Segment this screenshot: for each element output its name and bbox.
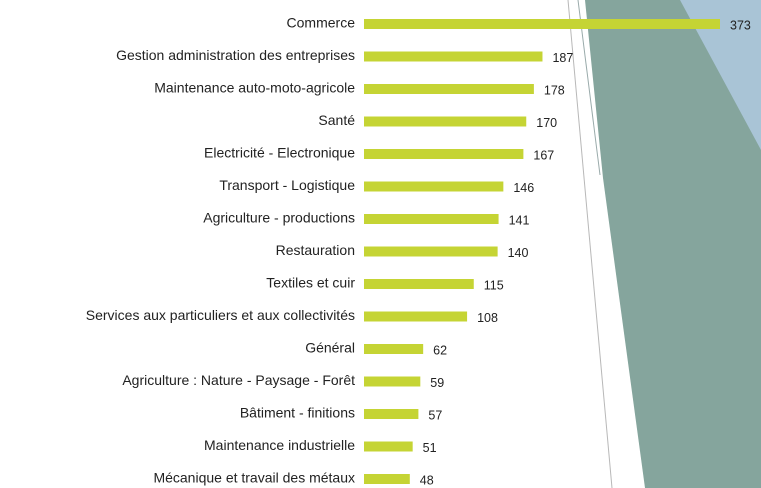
value-label: 141 xyxy=(509,213,530,227)
bar xyxy=(364,311,468,322)
bar xyxy=(364,149,524,159)
category-label: Mécanique et travail des métaux xyxy=(153,470,355,486)
decor-line xyxy=(577,0,601,176)
category-label: Général xyxy=(305,340,355,356)
value-label: 187 xyxy=(552,51,573,65)
category-label: Maintenance auto-moto-agricole xyxy=(154,80,355,96)
bar xyxy=(364,279,474,289)
category-label: Services aux particuliers et aux collect… xyxy=(86,307,355,323)
bar xyxy=(364,181,504,192)
decor-shape xyxy=(585,0,761,488)
category-label: Santé xyxy=(318,112,355,128)
plot: Commerce 373 Gestion administration des en… xyxy=(86,15,751,488)
bar xyxy=(364,214,499,224)
value-label: 178 xyxy=(544,83,565,97)
category-label: Commerce xyxy=(287,15,356,31)
category-label: Textiles et cuir xyxy=(266,275,355,291)
category-label: Gestion administration des entreprises xyxy=(116,47,355,63)
category-label: Maintenance industrielle xyxy=(204,437,355,453)
category-label: Electricité - Electronique xyxy=(204,145,355,161)
category-label: Bâtiment - finitions xyxy=(240,405,355,421)
bar xyxy=(364,344,424,354)
category-label: Agriculture : Nature - Paysage - Forêt xyxy=(122,372,355,388)
bar xyxy=(364,409,419,419)
value-label: 167 xyxy=(533,148,554,162)
value-label: 51 xyxy=(423,441,437,455)
value-label: 115 xyxy=(484,278,504,292)
value-label: 108 xyxy=(477,311,498,325)
value-label: 140 xyxy=(508,246,529,260)
value-label: 373 xyxy=(730,18,751,32)
bar xyxy=(364,51,543,62)
value-label: 57 xyxy=(428,408,442,422)
value-label: 59 xyxy=(430,376,444,390)
category-label: Agriculture - productions xyxy=(203,210,355,226)
bar xyxy=(364,376,421,387)
bar xyxy=(364,474,410,484)
bar xyxy=(364,441,413,452)
value-label: 48 xyxy=(420,473,434,487)
bar xyxy=(364,246,498,257)
bar xyxy=(364,84,534,94)
decor-line xyxy=(567,0,613,488)
bar xyxy=(364,116,527,127)
category-label: Restauration xyxy=(276,242,355,258)
value-label: 170 xyxy=(536,116,557,130)
category-label: Transport - Logistique xyxy=(219,177,355,193)
bar xyxy=(364,19,720,29)
value-label: 146 xyxy=(513,181,534,195)
value-label: 62 xyxy=(433,343,447,357)
